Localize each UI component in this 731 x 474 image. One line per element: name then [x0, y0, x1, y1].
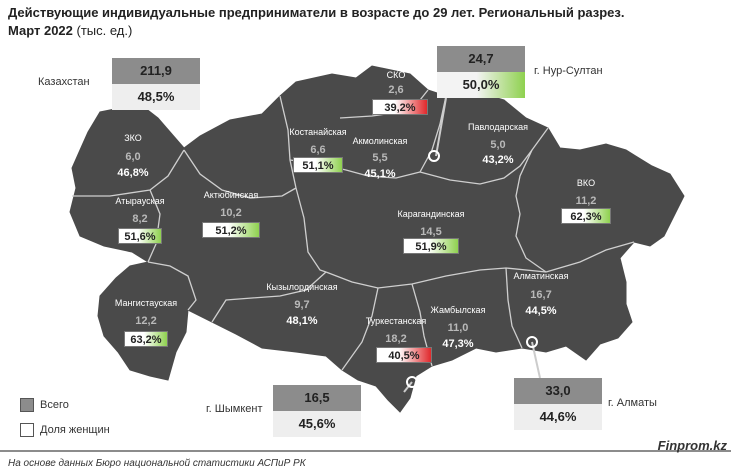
region-name: Актюбинская: [203, 190, 259, 200]
region-share: 46,8%: [117, 167, 149, 179]
region-value: 5,0: [490, 139, 506, 151]
region-name: ЗКО: [124, 133, 142, 143]
region-value: 6,0: [125, 151, 141, 163]
callout-value: 33,0: [514, 378, 602, 404]
region-share: 47,3%: [442, 338, 474, 350]
region-value: 11,0: [447, 322, 469, 334]
callout-kazakhstan: 211,9 48,5%: [112, 58, 200, 110]
callout-share: 44,6%: [514, 404, 602, 430]
brand-logo-text: Finprom.kz: [657, 438, 727, 453]
region-pavlodar: Павлодарская 5,0 43,2%: [468, 122, 528, 167]
callout-name-shymkent: г. Шымкент: [206, 403, 263, 415]
callout-almaty: 33,0 44,6%: [514, 378, 602, 430]
region-share-sko: 39,2%: [372, 99, 428, 115]
region-share-karaganda: 51,9%: [403, 238, 459, 254]
region-almaty-reg: Алматинская 16,7 44,5%: [514, 271, 569, 318]
title-line-2: Март 2022 (тыс. ед.): [8, 22, 708, 40]
region-share: 45,1%: [364, 168, 396, 180]
region-name: ВКО: [576, 178, 596, 188]
region-name: Мангистауская: [114, 298, 178, 308]
region-share-mangystau: 63,2%: [124, 331, 168, 347]
region-value: 18,2: [385, 333, 407, 345]
legend-share-label: Доля женщин: [40, 424, 110, 436]
region-share-vko: 62,3%: [561, 208, 611, 224]
callout-nur-sultan: 24,7 50,0%: [437, 46, 525, 98]
region-karaganda: Карагандинская 14,5: [397, 209, 464, 239]
region-name: СКО: [386, 70, 406, 80]
shymkent-marker: [406, 376, 418, 388]
almaty-marker: [526, 336, 538, 348]
region-name: Туркестанская: [365, 316, 427, 326]
region-share-aktobe: 51,2%: [202, 222, 260, 238]
region-name: Кызылординская: [266, 282, 338, 292]
region-value: 8,2: [132, 213, 148, 225]
source-note: На основе данных Бюро национальной стати…: [8, 458, 306, 469]
callout-share: 45,6%: [273, 411, 361, 437]
chart-title: Действующие индивидуальные предпринимате…: [8, 4, 708, 40]
legend-total-swatch: [20, 398, 34, 412]
nur-sultan-marker: [428, 150, 440, 162]
region-aktobe: Актюбинская 10,2: [204, 190, 259, 220]
region-share: 43,2%: [482, 154, 514, 166]
region-value: 5,5: [372, 152, 388, 164]
region-kyzylorda: Кызылординская 9,7 48,1%: [266, 282, 337, 328]
region-value: 16,7: [530, 289, 552, 301]
region-share-kostanay: 51,1%: [293, 157, 343, 173]
region-value: 9,7: [294, 299, 310, 311]
region-share-atyrau: 51,6%: [118, 228, 162, 244]
callout-shymkent: 16,5 45,6%: [273, 385, 361, 437]
region-value: 10,2: [220, 207, 242, 219]
region-atyrau: Атырауская 8,2: [115, 196, 164, 226]
region-name: Костанайская: [289, 127, 347, 137]
callout-value: 16,5: [273, 385, 361, 411]
region-share: 48,1%: [286, 315, 318, 327]
region-zko: ЗКО 6,0 46,8%: [117, 133, 148, 180]
region-vko: ВКО 11,2: [576, 178, 597, 208]
region-turkestan: Туркестанская 18,2: [366, 316, 426, 346]
footer: Finprom.kz На основе данных Бюро национа…: [0, 438, 731, 474]
callout-share: 50,0%: [437, 72, 525, 98]
region-value: 2,6: [388, 84, 404, 96]
callout-share: 48,5%: [112, 84, 200, 110]
region-mangystau: Мангистауская 12,2: [115, 298, 177, 328]
region-name: Атырауская: [115, 196, 165, 206]
legend-share-swatch: [20, 423, 34, 437]
callout-name-almaty: г. Алматы: [608, 397, 657, 409]
callout-name-kazakhstan: Казахстан: [38, 76, 90, 88]
region-kostanay: Костанайская 6,6: [289, 127, 346, 157]
callout-value: 24,7: [437, 46, 525, 72]
region-value: 14,5: [420, 226, 442, 238]
region-name: Павлодарская: [468, 122, 528, 132]
callout-name-nur-sultan: г. Нур-Султан: [534, 65, 603, 77]
footer-divider: [0, 450, 731, 452]
region-name: Жамбылская: [430, 305, 486, 315]
region-name: Алматинская: [513, 271, 569, 281]
title-period: Март 2022: [8, 23, 73, 38]
title-line-1: Действующие индивидуальные предпринимате…: [8, 5, 625, 20]
title-unit: (тыс. ед.): [72, 23, 133, 38]
region-zhambyl: Жамбылская 11,0 47,3%: [431, 305, 486, 351]
city-markers: [403, 97, 541, 393]
region-name: Карагандинская: [397, 209, 465, 219]
region-value: 6,6: [310, 144, 326, 156]
region-share: 44,5%: [525, 305, 557, 317]
region-share-turkestan: 40,5%: [376, 347, 432, 363]
legend-total-label: Всего: [40, 399, 69, 411]
region-name: Акмолинская: [352, 136, 408, 146]
region-akmola: Акмолинская 5,5 45,1%: [353, 136, 408, 181]
region-value: 12,2: [135, 315, 157, 327]
region-sko: СКО 2,6: [387, 70, 406, 97]
callout-value: 211,9: [112, 58, 200, 84]
region-value: 11,2: [575, 195, 597, 207]
